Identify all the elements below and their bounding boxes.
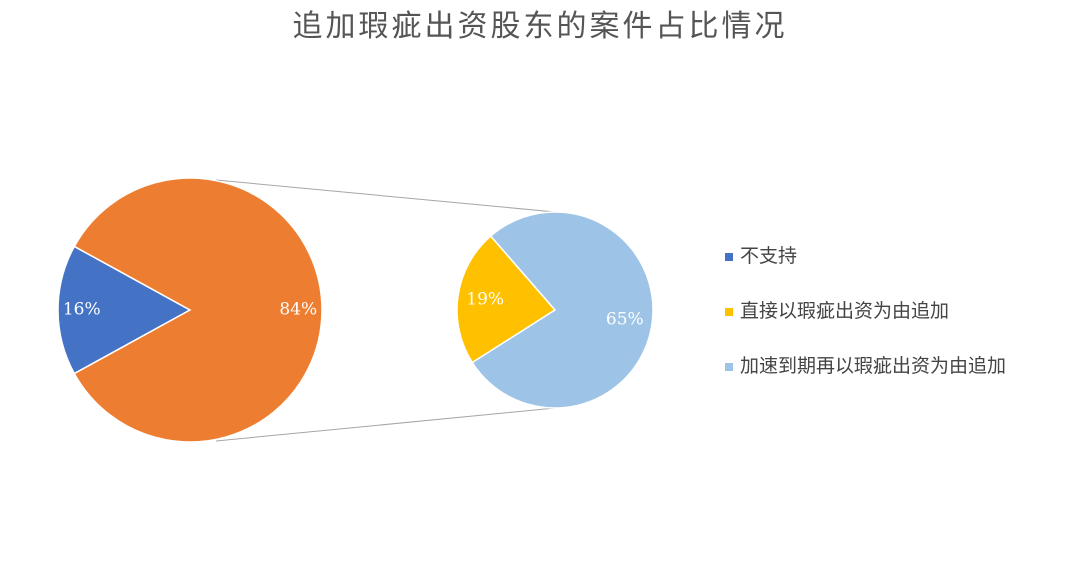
- data-label: 65%: [606, 310, 644, 330]
- pie-slice: [456, 234, 557, 364]
- legend-swatch: [725, 253, 733, 261]
- legend-label: 加速到期再以瑕疵出资为由追加: [740, 355, 1006, 377]
- legend-label: 不支持: [740, 245, 797, 267]
- data-label: 16%: [63, 300, 101, 320]
- pie-slice: [57, 245, 192, 375]
- legend-label: 直接以瑕疵出资为由追加: [740, 300, 949, 322]
- connector-line: [215, 179, 556, 213]
- chart-title: 追加瑕疵出资股东的案件占比情况: [293, 9, 788, 44]
- legend-swatch: [725, 363, 733, 371]
- data-label: 84%: [279, 300, 317, 320]
- pie-slice: [73, 177, 323, 443]
- pie-slice: [471, 211, 654, 409]
- legend-swatch: [725, 308, 733, 316]
- data-label: 19%: [466, 289, 504, 309]
- connector-line: [215, 407, 556, 442]
